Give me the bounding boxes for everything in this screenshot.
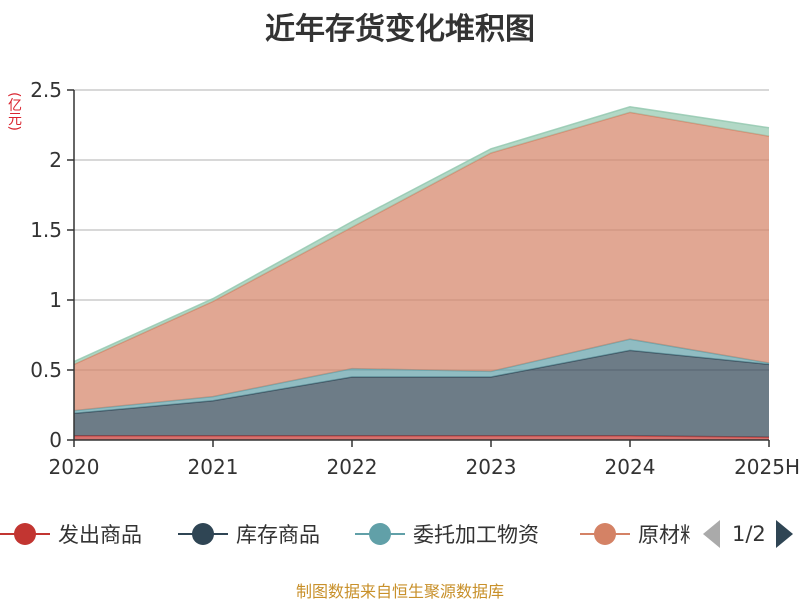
legend-marker-icon [0, 518, 50, 550]
legend-item[interactable]: 原材料 [580, 518, 690, 550]
legend-label: 原材料 [638, 523, 690, 547]
legend-item[interactable]: 委托加工物资 [355, 518, 539, 550]
series-line [73, 106, 770, 363]
legend-marker-icon [178, 518, 228, 550]
legend-page-indicator: 1/2 [732, 522, 766, 546]
area-委托加工物资[interactable] [74, 339, 769, 414]
y-axis-unit: (亿元) [6, 92, 22, 131]
legend-item[interactable]: 库存商品 [178, 518, 320, 550]
legend-item[interactable]: 发出商品 [0, 518, 142, 550]
legend-next-page-icon[interactable] [775, 520, 793, 548]
x-tick-label: 2025H [734, 455, 800, 479]
stacked-area-chart: 0 0.5 1 1.5 2 2.5 2020 2021 2022 2023 2024 2025H [30, 78, 800, 479]
x-tick-label: 2022 [327, 455, 378, 479]
y-tick-labels: 0 0.5 1 1.5 2 2.5 [30, 78, 62, 452]
legend-items: 发出商品 库存商品 委托加工物资 原材料 [0, 512, 690, 556]
x-tick-label: 2024 [605, 455, 656, 479]
area-原材料[interactable] [74, 112, 769, 411]
series-areas [73, 106, 770, 440]
x-tick-label: 2021 [188, 455, 239, 479]
data-source-note: 制图数据来自恒生聚源数据库 [295, 582, 504, 601]
legend-marker-icon [355, 518, 405, 550]
y-tick-label: 2.5 [30, 78, 62, 102]
legend-label: 库存商品 [236, 523, 320, 547]
x-tick-label: 2020 [49, 455, 100, 479]
legend-marker-icon [580, 518, 630, 550]
legend-prev-page-icon[interactable] [703, 520, 720, 548]
y-tick-label: 1 [49, 288, 62, 312]
axes [67, 89, 770, 447]
legend: 发出商品 库存商品 委托加工物资 原材料 [0, 512, 800, 556]
y-tick-label: 0.5 [30, 358, 62, 382]
y-tick-label: 1.5 [30, 218, 62, 242]
x-tick-labels: 2020 2021 2022 2023 2024 2025H [49, 455, 800, 479]
legend-label: 发出商品 [58, 523, 142, 547]
y-tick-label: 0 [49, 428, 62, 452]
y-tick-label: 2 [49, 148, 62, 172]
legend-label: 委托加工物资 [413, 523, 539, 547]
area-发出商品[interactable] [74, 435, 769, 440]
chart-title: 近年存货变化堆积图 [265, 12, 535, 47]
legend-pager: 1/2 [700, 518, 800, 550]
x-tick-label: 2023 [466, 455, 517, 479]
area-库存商品[interactable] [74, 350, 769, 438]
